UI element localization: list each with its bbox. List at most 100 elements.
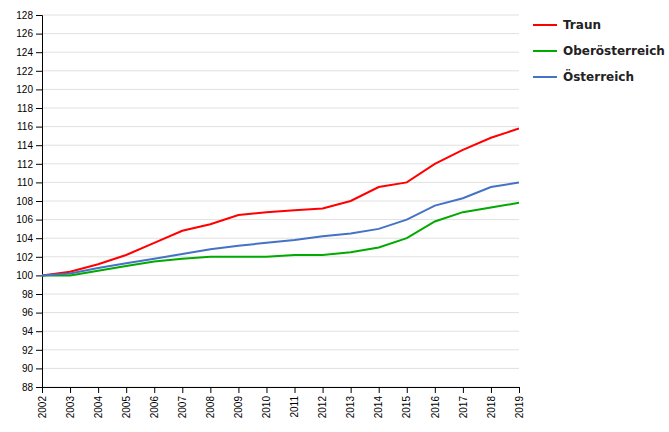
y-tick-mark (36, 275, 42, 276)
y-tick-mark (36, 331, 42, 332)
y-tick: 104 (16, 233, 42, 244)
y-tick-mark (36, 34, 42, 35)
y-tick-label: 126 (16, 28, 33, 39)
y-tick: 116 (17, 121, 42, 132)
y-tick: 92 (22, 345, 42, 356)
y-axis-line (36, 16, 43, 388)
x-tick-label: 2014 (373, 396, 384, 419)
legend-label: Traun (563, 18, 601, 32)
grid-line (42, 219, 519, 220)
y-tick-label: 92 (22, 345, 34, 356)
y-tick-label: 98 (22, 289, 34, 300)
y-tick: 120 (16, 84, 42, 95)
legend-item: Österreich (533, 69, 634, 84)
y-tick: 94 (22, 326, 42, 337)
y-tick: 112 (17, 159, 42, 170)
y-tick: 110 (17, 177, 42, 188)
y-tick-label: 96 (22, 307, 34, 318)
x-tick-label: 2012 (317, 396, 328, 419)
x-tick-mark (323, 387, 324, 393)
x-tick: 2016 (430, 387, 441, 418)
x-tick-mark (98, 387, 99, 393)
x-tick: 2012 (317, 387, 328, 418)
grid-line (42, 331, 519, 332)
grid-line (42, 15, 519, 16)
grid-line (42, 70, 519, 71)
y-tick: 108 (16, 196, 42, 207)
x-tick-label: 2013 (345, 396, 356, 419)
y-tick-label: 118 (17, 103, 33, 114)
legend-label: Oberösterreich (563, 44, 665, 58)
x-tick: 2018 (486, 387, 497, 418)
y-tick-label: 94 (22, 326, 34, 337)
grid-line (42, 33, 519, 34)
x-tick-label: 2011 (289, 396, 300, 418)
y-tick: 88 (22, 382, 42, 393)
x-tick: 2015 (401, 387, 412, 418)
x-tick-mark (379, 387, 380, 393)
grid-line (42, 89, 519, 90)
legend-swatch (533, 50, 557, 52)
y-tick-mark (36, 368, 42, 369)
grid-line (42, 312, 519, 313)
x-tick-mark (70, 387, 71, 393)
x-tick-mark (238, 387, 239, 393)
y-tick-mark (36, 145, 42, 146)
y-tick-label: 88 (22, 382, 34, 393)
grid-line (42, 349, 519, 350)
legend-item: Traun (533, 18, 601, 32)
y-tick: 124 (16, 47, 42, 58)
x-tick-label: 2008 (205, 396, 216, 419)
x-axis: 2002200320042005200620072008200920102011… (37, 387, 525, 418)
x-axis-line (43, 388, 520, 394)
grid-line (42, 163, 519, 164)
x-tick-mark (182, 387, 183, 393)
grid-line (42, 368, 519, 369)
y-tick-mark (36, 201, 42, 202)
x-tick-label: 2015 (401, 396, 412, 419)
series-line (42, 182, 519, 275)
y-tick-label: 122 (16, 66, 33, 77)
grid-line (42, 238, 519, 239)
x-tick-mark (491, 387, 492, 393)
x-tick-mark (407, 387, 408, 393)
x-tick: 2003 (65, 387, 76, 418)
x-tick: 2019 (514, 387, 525, 418)
legend-swatch (533, 24, 557, 26)
y-tick: 114 (17, 140, 42, 151)
y-tick-label: 114 (17, 140, 33, 151)
grid-line (42, 108, 519, 109)
x-tick-label: 2019 (514, 396, 525, 419)
y-tick-mark (36, 15, 42, 16)
y-tick-label: 112 (17, 159, 33, 170)
x-tick-label: 2007 (177, 396, 188, 419)
x-tick: 2004 (93, 387, 104, 418)
y-tick: 98 (22, 289, 42, 300)
x-tick-label: 2016 (430, 396, 441, 419)
y-tick-label: 110 (17, 177, 33, 188)
y-tick: 106 (16, 214, 42, 225)
x-tick: 2013 (345, 387, 356, 418)
y-tick-label: 106 (16, 214, 33, 225)
grid (42, 15, 519, 387)
x-tick-label: 2006 (149, 396, 160, 419)
x-tick: 2011 (289, 387, 300, 418)
y-tick: 122 (16, 66, 42, 77)
y-tick-mark (36, 294, 42, 295)
x-tick-mark (210, 387, 211, 393)
x-tick-label: 2010 (261, 396, 272, 419)
y-tick: 96 (22, 307, 42, 318)
y-tick-mark (36, 108, 42, 109)
x-tick-mark (266, 387, 267, 393)
y-tick-mark (36, 52, 42, 53)
y-tick-mark (36, 313, 42, 314)
x-tick-label: 2002 (37, 396, 48, 419)
grid-line (42, 182, 519, 183)
x-tick: 2017 (458, 387, 469, 418)
y-tick-mark (36, 71, 42, 72)
y-tick-mark (36, 164, 42, 165)
y-tick-mark (36, 350, 42, 351)
y-tick: 102 (16, 252, 42, 263)
x-tick-label: 2005 (121, 396, 132, 419)
x-tick-mark (435, 387, 436, 393)
